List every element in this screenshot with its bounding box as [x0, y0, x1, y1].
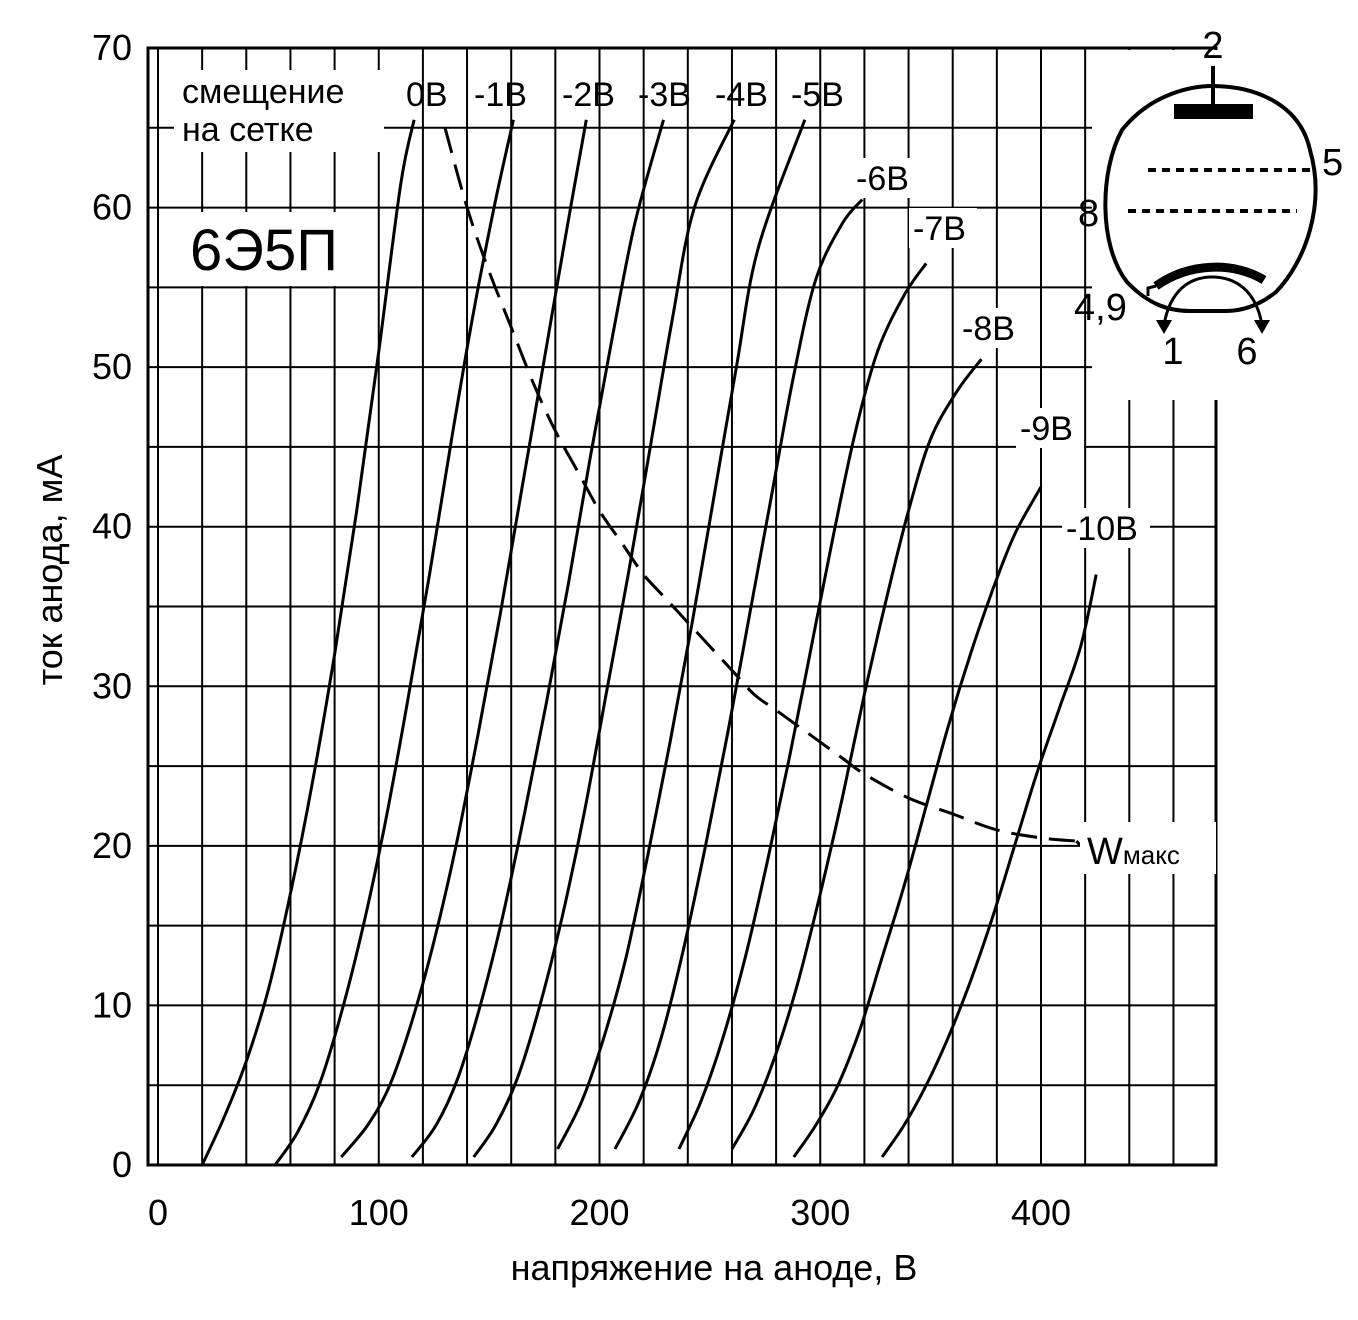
bias-curves: [200, 119, 1098, 1166]
curve-label: -8В: [962, 310, 1015, 348]
wmax-label-main: W: [1087, 831, 1123, 873]
wmax-leader-line: [1075, 840, 1082, 847]
plot-frame: [146, 46, 1218, 1167]
y-tick-labels: 0 10 20 30 40 50 60 70: [92, 27, 132, 1185]
curve-labels: 0В -1В -2В -3В -4В -5В -6В-7В -8В -9В -10В: [406, 76, 1150, 548]
curve-label: -10В: [1066, 510, 1138, 548]
tube-name: 6Э5П: [190, 218, 338, 283]
wmax-dashed-line: [443, 127, 1077, 843]
max-dissipation-curve: [443, 127, 1082, 847]
pin-label-screen: 5: [1322, 142, 1343, 184]
anode-plate-icon: [1174, 104, 1253, 119]
curve--1V: [273, 119, 515, 1166]
curve--6V: [613, 198, 864, 1150]
legend-title-line2: на сетке: [182, 111, 314, 149]
y-tick-label: 0: [112, 1144, 132, 1185]
y-tick-label: 60: [92, 187, 132, 228]
curve-0V: [200, 119, 416, 1166]
x-tick-label: 400: [1011, 1192, 1071, 1233]
curve-label-bg: [1016, 408, 1084, 448]
curve-label: -6В: [856, 160, 909, 198]
y-axis-label: ток анода, мА: [29, 455, 70, 686]
curve--2V: [340, 119, 588, 1158]
curve--7V: [677, 262, 928, 1150]
tube-envelope: [1103, 83, 1318, 313]
curve--10V: [880, 574, 1098, 1158]
curve-label-bg: [958, 308, 1026, 348]
wmax-label-bg: [1080, 822, 1216, 874]
cathode-lead: [1146, 284, 1157, 296]
arrow-down-icon: [1254, 320, 1270, 334]
x-tick-label: 100: [349, 1192, 409, 1233]
curve-label: -9В: [1020, 410, 1073, 448]
x-axis-label: напряжение на аноде, В: [511, 1247, 918, 1288]
curve-label-bg: [1062, 508, 1150, 548]
curve-label: -4В: [715, 76, 768, 114]
curve--5V: [556, 119, 807, 1150]
curve-label: -3В: [638, 76, 691, 114]
curve-label: -7В: [913, 210, 966, 248]
y-tick-label: 70: [92, 27, 132, 68]
curve-label-bg: [909, 208, 977, 248]
pin-label-heater-1: 1: [1162, 331, 1183, 373]
cathode: [1153, 262, 1267, 290]
x-tick-label: 0: [148, 1192, 168, 1233]
curve--3V: [410, 119, 665, 1158]
tube-symbol-bg: [1092, 50, 1356, 400]
y-tick-label: 20: [92, 825, 132, 866]
curve-label: -1В: [474, 76, 527, 114]
wmax-label: Wмакс: [1087, 831, 1180, 873]
arrow-down-icon: [1156, 320, 1172, 334]
y-tick-label: 30: [92, 665, 132, 706]
x-tick-label: 300: [790, 1192, 850, 1233]
curve--4V: [472, 119, 736, 1158]
wmax-label-sub: макс: [1123, 840, 1180, 870]
legend-title-line1: смещение: [182, 73, 344, 111]
tube-name-bg: [183, 212, 353, 286]
curve--8V: [730, 358, 983, 1150]
curve-label: 0В: [406, 76, 448, 114]
pin-label-anode: 2: [1202, 25, 1223, 67]
curve-label: -5В: [791, 76, 844, 114]
x-tick-label: 200: [569, 1192, 629, 1233]
curve-label-bg: [852, 158, 920, 198]
tube-symbol: 2 5 8 4,9 1 6: [1074, 25, 1356, 400]
curve--9V: [792, 486, 1043, 1158]
x-tick-labels: 0 100 200 300 400: [148, 1192, 1071, 1233]
pin-label-cathode: 4,9: [1074, 287, 1127, 329]
y-tick-label: 10: [92, 984, 132, 1025]
y-tick-label: 40: [92, 506, 132, 547]
curve-label: -2В: [562, 76, 615, 114]
heater-filament: [1162, 275, 1264, 326]
pin-label-grid: 8: [1078, 193, 1099, 235]
y-tick-label: 50: [92, 346, 132, 387]
legend-title-bg: [174, 70, 384, 152]
pin-label-heater-2: 6: [1236, 331, 1257, 373]
